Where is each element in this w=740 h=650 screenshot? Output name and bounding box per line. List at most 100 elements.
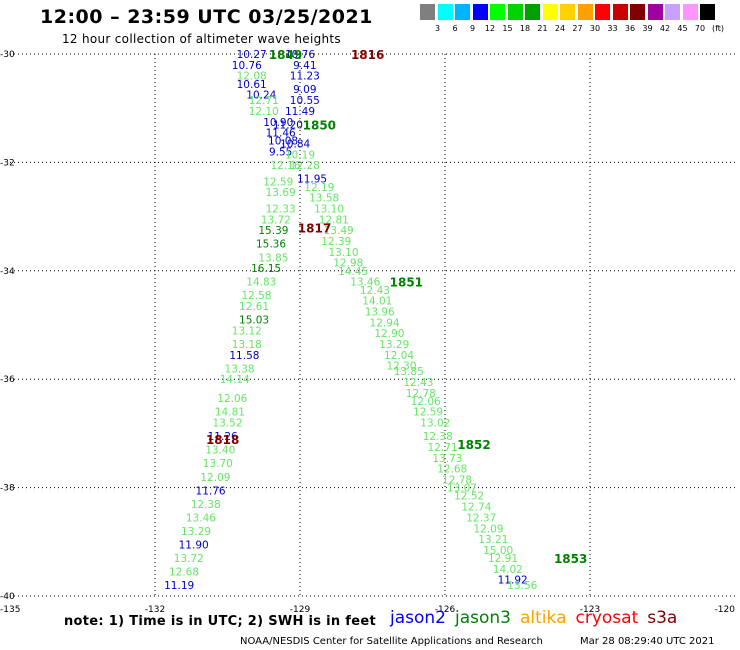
wave-height-label: 10.90	[263, 117, 293, 129]
wave-height-label: 12.16	[270, 160, 300, 172]
wave-height-label: 11.92	[498, 575, 528, 587]
wave-height-label: 10.19	[285, 149, 315, 161]
x-tick-label: -129	[290, 605, 311, 615]
wave-height-label: 10.76	[232, 60, 262, 72]
x-tick-label: -123	[580, 605, 600, 615]
scale-swatch	[490, 4, 505, 20]
scale-swatch	[525, 4, 540, 20]
wave-height-label: 11.95	[297, 174, 327, 186]
wave-height-label: 12.09	[200, 472, 230, 484]
wave-height-label: 11.49	[285, 106, 315, 118]
wave-height-label: 13.21	[478, 534, 508, 546]
wave-height-label: 13.10	[328, 247, 358, 259]
wave-height-label: 13.56	[507, 580, 537, 592]
satellite-jason3: jason3	[455, 608, 511, 628]
wave-height-label: 13.69	[266, 187, 296, 199]
scale-unit: (ft)	[711, 24, 725, 33]
scale-swatch	[455, 4, 470, 20]
wave-height-label: 12.91	[488, 553, 518, 565]
wave-height-label: 12.98	[333, 258, 363, 270]
wave-height-label: 13.85	[394, 366, 424, 378]
wave-height-label: 9.09	[293, 84, 316, 96]
x-tick-label: -120	[715, 605, 736, 615]
wave-height-label: 11.46	[266, 128, 296, 140]
y-tick-label: -36	[0, 375, 15, 385]
wave-height-label: 12.37	[466, 512, 496, 524]
wave-height-label: 11.23	[290, 71, 320, 83]
wave-height-label: 12.38	[423, 431, 453, 443]
wave-height-label: 12.71	[249, 95, 279, 107]
wave-height-label: 12.68	[437, 464, 467, 476]
satellite-altika: altika	[520, 608, 567, 628]
wave-height-label: 12.38	[191, 499, 221, 511]
wave-height-label: 13.46	[186, 512, 216, 524]
wave-height-label: 12.52	[454, 491, 484, 503]
wave-height-label: 10.24	[246, 90, 276, 102]
scale-swatch	[472, 4, 488, 20]
scale-swatch	[507, 4, 523, 20]
footer-timestamp: Mar 28 08:29:40 UTC 2021	[580, 636, 715, 647]
wave-height-label: 13.29	[181, 526, 211, 538]
y-tick-label: -30	[0, 50, 15, 60]
wave-height-label: 13.70	[203, 458, 233, 470]
wave-height-label: 15.39	[258, 225, 288, 237]
wave-height-label: 12.09	[473, 523, 503, 535]
scale-tick-label: 42	[659, 24, 671, 33]
wave-height-label: 13.85	[258, 252, 288, 264]
wave-height-label: 12.06	[217, 393, 247, 405]
wave-height-label: 12.06	[411, 396, 441, 408]
scale-swatch	[595, 4, 610, 20]
wave-height-label: 10.61	[237, 79, 267, 91]
wave-height-label: 13.96	[365, 306, 395, 318]
wave-height-label: 13.73	[432, 453, 462, 465]
wave-height-label: 13.49	[324, 225, 354, 237]
wave-height-label: 12.59	[263, 176, 293, 188]
wave-height-label: 13.07	[447, 483, 477, 495]
wave-height-label: 14.81	[215, 407, 245, 419]
wave-height-label: 14.45	[338, 266, 368, 278]
wave-height-label: 15.36	[256, 239, 286, 251]
wave-height-label: 16.15	[251, 263, 281, 275]
wave-height-label: 13.02	[420, 418, 450, 430]
scale-swatch	[437, 4, 453, 20]
scale-swatch	[612, 4, 628, 20]
chart-title: 12:00 – 23:59 UTC 03/25/2021	[40, 6, 373, 28]
scale-tick-label: 15	[502, 24, 513, 33]
wave-height-label: 9.41	[293, 60, 316, 72]
wave-height-label: 13.29	[379, 339, 409, 351]
footer-credit: NOAA/NESDIS Center for Satellite Applica…	[240, 636, 543, 647]
x-tick-label: -132	[145, 605, 165, 615]
scale-swatch	[560, 4, 575, 20]
wave-height-label: 12.78	[406, 388, 436, 400]
scale-swatch	[700, 4, 715, 20]
satellite-cryosat: cryosat	[575, 608, 639, 628]
wave-height-label: 12.04	[384, 350, 414, 362]
scale-tick-label: 30	[589, 24, 601, 33]
wave-height-label: 11.58	[229, 350, 259, 362]
wave-height-label: 13.38	[225, 363, 255, 375]
y-tick-label: -38	[0, 484, 15, 494]
scale-tick-label: 27	[572, 24, 583, 33]
pass-number-label: 1851	[390, 276, 423, 290]
scale-tick-label: 70	[694, 24, 706, 33]
pass-number-label: 1853	[554, 552, 587, 566]
wave-height-label: 11.90	[179, 540, 209, 552]
wave-height-label: 12.10	[249, 106, 279, 118]
scale-tick-label: 21	[537, 24, 548, 33]
wave-height-label: 12.39	[321, 236, 351, 248]
pass-number-label: 1849	[269, 48, 302, 62]
scale-tick-label: 12	[484, 24, 496, 33]
x-tick-label: -135	[0, 605, 20, 615]
wave-height-label: 12.81	[319, 214, 349, 226]
wave-height-label: 12.74	[461, 502, 491, 514]
wave-height-label: 11.20	[273, 119, 303, 131]
y-tick-label: -40	[0, 592, 15, 602]
wave-height-label: 12.61	[239, 301, 269, 313]
y-tick-label: -34	[0, 267, 15, 277]
wave-height-label: 11.26	[208, 431, 238, 443]
wave-height-label: 12.78	[442, 474, 472, 486]
scale-tick-label: 9	[469, 24, 476, 33]
satellite-legend: jason2 jason3 altika cryosat s3a	[390, 608, 686, 628]
wave-height-label: 12.59	[413, 407, 443, 419]
